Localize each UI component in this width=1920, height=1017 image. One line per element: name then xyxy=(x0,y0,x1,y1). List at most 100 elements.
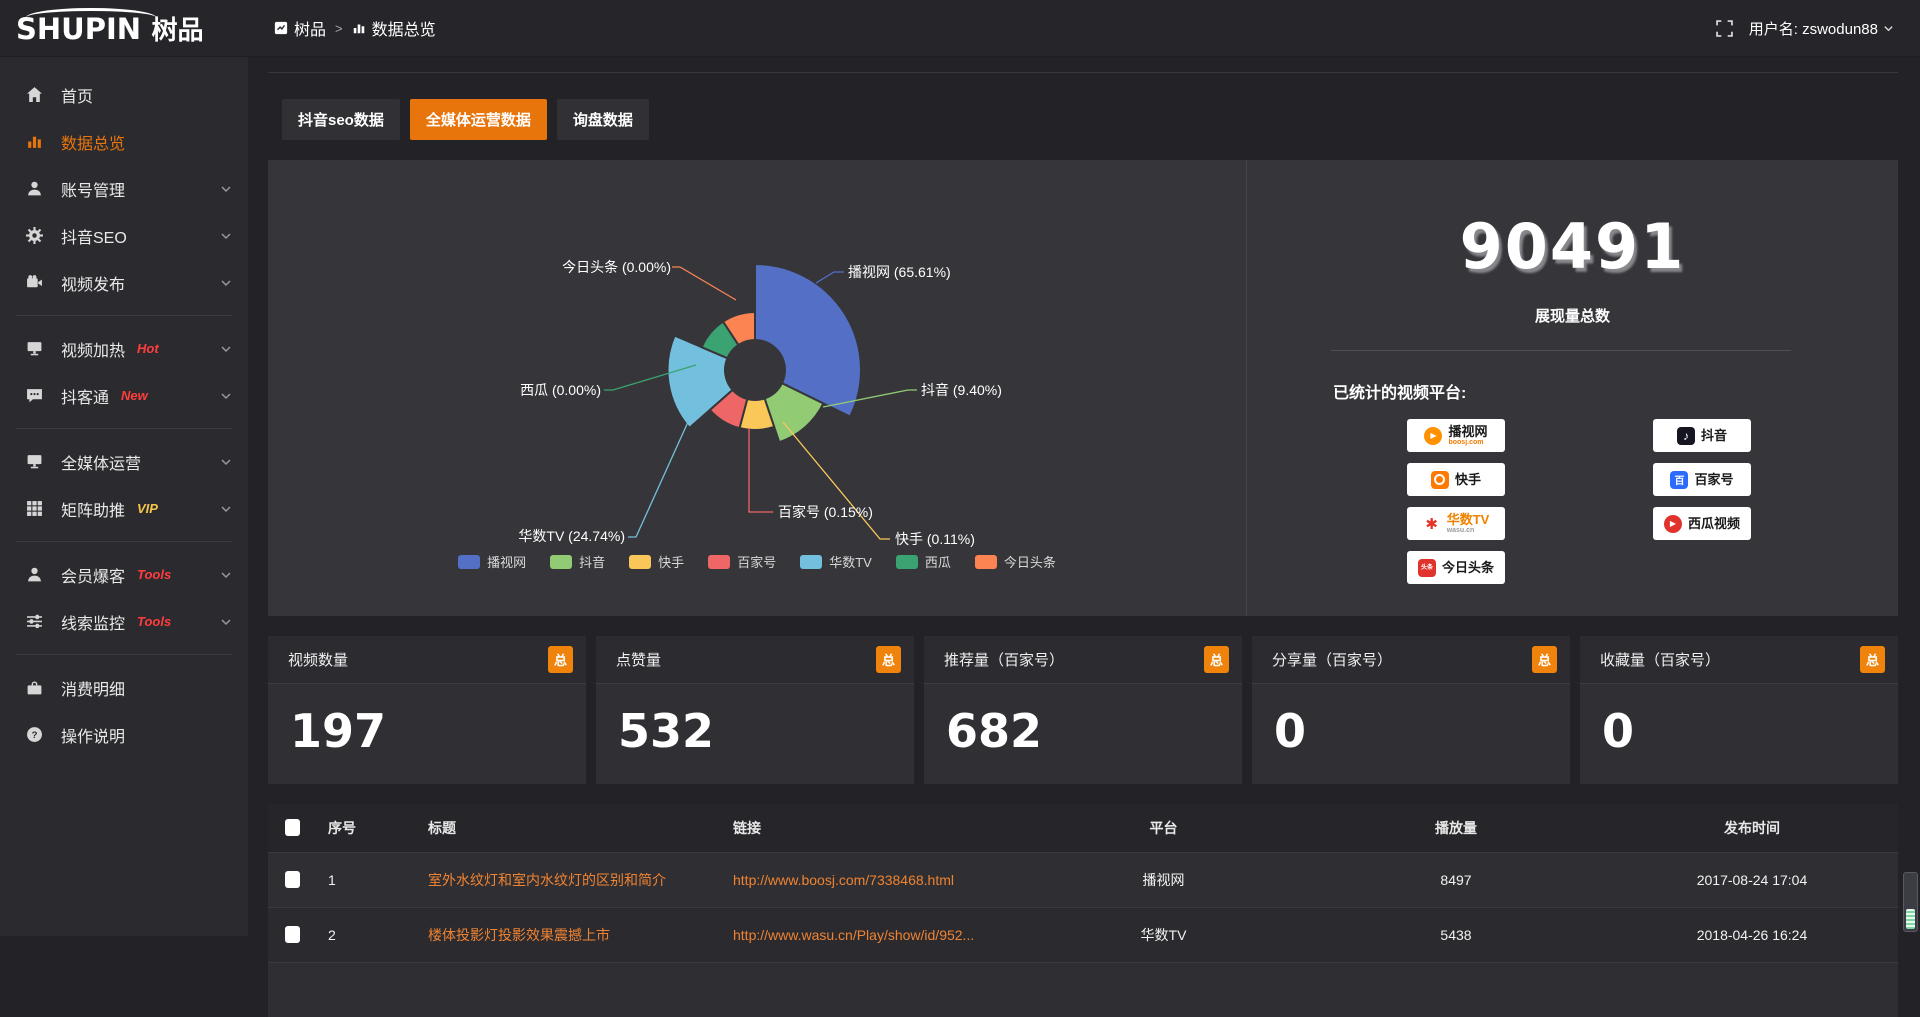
legend-swatch xyxy=(800,555,822,569)
row-platform: 播视网 xyxy=(1021,852,1306,907)
video-title-link[interactable]: 室外水纹灯和室内水纹灯的区别和简介 xyxy=(428,872,666,888)
pie-slice-1[interactable] xyxy=(755,264,861,417)
sidebar-item-2[interactable]: 数据总览 xyxy=(0,118,248,165)
sidebar-badge: Tools xyxy=(137,614,171,629)
topbar-right: 用户名: zswodun88 xyxy=(1716,18,1920,39)
row-checkbox[interactable] xyxy=(285,926,300,943)
total-badge[interactable]: 总 xyxy=(548,646,573,673)
legend-item-6[interactable]: 西瓜 xyxy=(896,552,951,571)
fullscreen-icon[interactable] xyxy=(1716,20,1733,37)
sidebar-item-11[interactable]: 线索监控 Tools xyxy=(0,598,248,645)
total-badge[interactable]: 总 xyxy=(876,646,901,673)
tab-2[interactable]: 全媒体运营数据 xyxy=(410,99,547,140)
table-header-row: 序号标题链接平台播放量发布时间 xyxy=(268,804,1898,852)
column-header-5: 播放量 xyxy=(1306,804,1606,852)
legend-item-4[interactable]: 百家号 xyxy=(708,552,776,571)
chevron-down-icon xyxy=(220,569,232,581)
chevron-down-icon xyxy=(220,230,232,242)
bar-chart-icon xyxy=(26,133,46,150)
legend-item-7[interactable]: 今日头条 xyxy=(975,552,1056,571)
platform-logo-baijia[interactable]: 百百家号 xyxy=(1653,463,1751,496)
platform-name: 西瓜视频 xyxy=(1688,517,1740,531)
platform-logo-xigua[interactable]: ▶ 西瓜视频 xyxy=(1653,507,1751,540)
platform-name: 播视网 xyxy=(1448,425,1487,439)
sidebar-item-13[interactable]: ?操作说明 xyxy=(0,711,248,758)
legend-item-3[interactable]: 快手 xyxy=(629,552,684,571)
user-menu[interactable]: 用户名: zswodun88 xyxy=(1749,18,1894,39)
platforms-title: 已统计的视频平台: xyxy=(1333,379,1898,403)
platform-text: 西瓜视频 xyxy=(1688,517,1740,531)
legend-label: 抖音 xyxy=(579,552,605,571)
sidebar-divider xyxy=(16,654,232,655)
legend-swatch xyxy=(896,555,918,569)
column-header-6: 发布时间 xyxy=(1606,804,1898,852)
legend-item-2[interactable]: 抖音 xyxy=(550,552,605,571)
select-all-checkbox[interactable] xyxy=(285,819,300,836)
data-tabs: 抖音seo数据全媒体运营数据询盘数据 xyxy=(282,99,1898,140)
platform-name: 快手 xyxy=(1455,473,1481,487)
sidebar-item-1[interactable]: 首页 xyxy=(0,71,248,118)
total-badge[interactable]: 总 xyxy=(1204,646,1229,673)
video-url-link[interactable]: http://www.boosj.com/7338468.html xyxy=(733,872,954,888)
row-url-cell: http://www.boosj.com/7338468.html xyxy=(721,852,1021,907)
row-checkbox[interactable] xyxy=(285,871,300,888)
legend-label: 西瓜 xyxy=(925,552,951,571)
sidebar-item-label: 全媒体运营 xyxy=(61,450,141,474)
platform-text: 快手 xyxy=(1455,473,1481,487)
chevron-down-icon xyxy=(220,343,232,355)
rose-pie-chart[interactable]: 播视网 (65.61%)抖音 (9.40%)快手 (0.11%)百家号 (0.1… xyxy=(268,160,1246,616)
tab-3[interactable]: 询盘数据 xyxy=(557,99,649,140)
pie-label-line xyxy=(749,428,773,512)
breadcrumb: 树品 > 数据总览 xyxy=(274,16,436,40)
svg-text:?: ? xyxy=(32,730,38,741)
legend-item-5[interactable]: 华数TV xyxy=(800,552,872,571)
toutiao-logo-icon: 头条 xyxy=(1418,559,1436,577)
stat-card-value: 532 xyxy=(596,684,914,758)
stat-card-value: 0 xyxy=(1252,684,1570,758)
platform-name: 抖音 xyxy=(1701,429,1727,443)
breadcrumb-current[interactable]: 数据总览 xyxy=(352,16,436,40)
scroll-indicator-widget[interactable] xyxy=(1903,872,1918,932)
sidebar-badge: Hot xyxy=(137,341,159,356)
video-title-link[interactable]: 楼体投影灯投影效果震撼上市 xyxy=(428,927,610,943)
legend-item-1[interactable]: 播视网 xyxy=(458,552,526,571)
tab-1[interactable]: 抖音seo数据 xyxy=(282,99,400,140)
sidebar-item-4[interactable]: 抖音SEO xyxy=(0,212,248,259)
sidebar-item-12[interactable]: 消费明细 xyxy=(0,664,248,711)
pie-label: 播视网 (65.61%) xyxy=(848,264,951,280)
pie-chart-area: 播视网 (65.61%)抖音 (9.40%)快手 (0.11%)百家号 (0.1… xyxy=(268,160,1246,616)
sidebar-item-8[interactable]: 全媒体运营 xyxy=(0,438,248,485)
sidebar-item-3[interactable]: 账号管理 xyxy=(0,165,248,212)
total-badge[interactable]: 总 xyxy=(1860,646,1885,673)
total-badge[interactable]: 总 xyxy=(1532,646,1557,673)
app-logo: SHUPIN 树品 xyxy=(0,10,248,47)
platform-logo-toutiao[interactable]: 头条今日头条 xyxy=(1407,551,1505,584)
chevron-down-icon xyxy=(220,277,232,289)
stat-card-value: 682 xyxy=(924,684,1242,758)
video-url-link[interactable]: http://www.wasu.cn/Play/show/id/952... xyxy=(733,927,974,943)
column-header-2: 标题 xyxy=(416,804,721,852)
sidebar-item-5[interactable]: 视频发布 xyxy=(0,259,248,306)
main-content: 抖音seo数据全媒体运营数据询盘数据 播视网 (65.61%)抖音 (9.40%… xyxy=(248,56,1920,936)
sidebar-item-label: 线索监控 xyxy=(61,610,125,634)
row-checkbox-cell xyxy=(268,962,1898,1017)
column-header-1: 序号 xyxy=(316,804,416,852)
xigua-logo-icon: ▶ xyxy=(1664,515,1682,533)
platform-logo-douyin[interactable]: ♪抖音 xyxy=(1653,419,1751,452)
platform-logo-kuaishou[interactable]: 快手 xyxy=(1407,463,1505,496)
user-icon xyxy=(26,180,46,197)
bar-chart-icon xyxy=(352,21,366,35)
stat-card-header: 收藏量（百家号）总 xyxy=(1580,636,1898,684)
breadcrumb-root[interactable]: 树品 xyxy=(274,16,326,40)
row-checkbox-cell xyxy=(268,907,316,962)
